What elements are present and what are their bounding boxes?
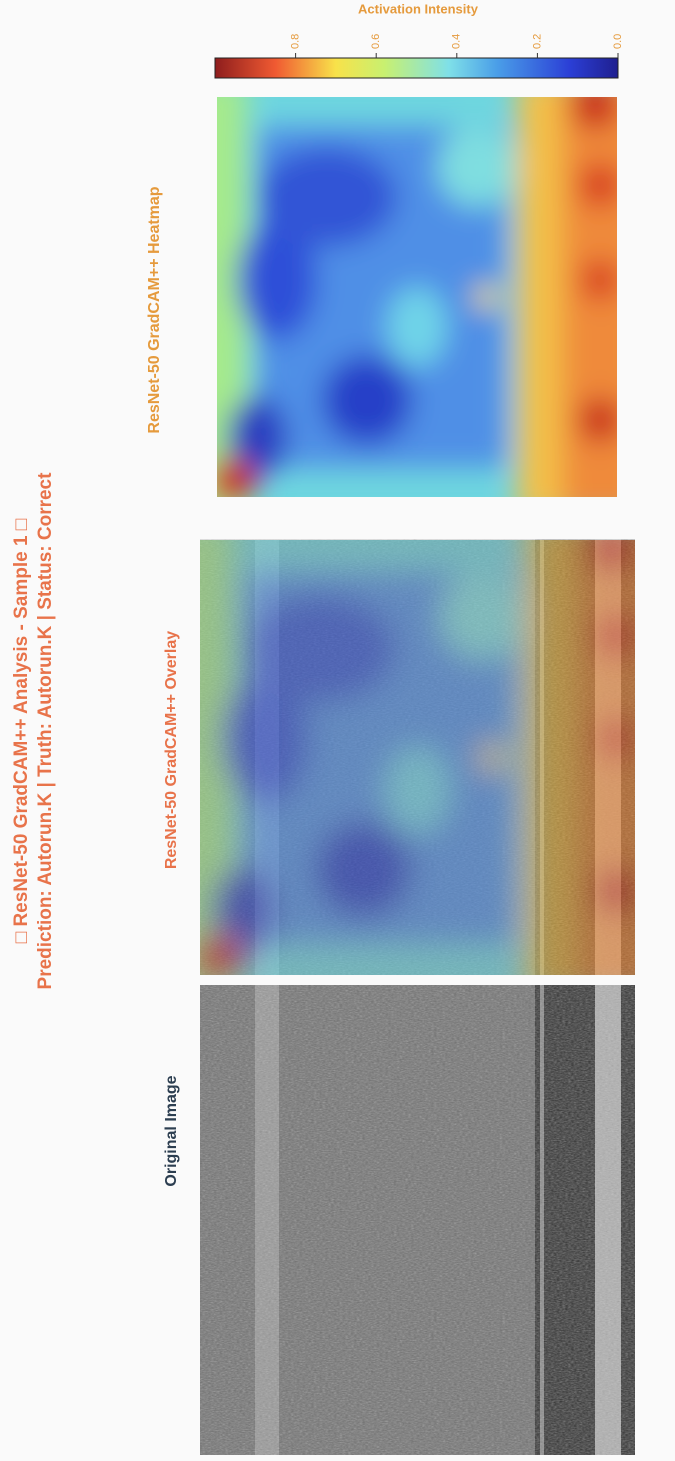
panel-title: ResNet-50 GradCAM++ Overlay: [163, 631, 180, 869]
colorbar-tick-label: 0.8: [290, 34, 302, 49]
colorbar-tick-label: 0.4: [451, 34, 463, 49]
colorbar-tick-label: 0.6: [370, 34, 382, 49]
figure-subtitle: Prediction: Autorun.K | Truth: Autorun.K…: [35, 472, 56, 990]
colorbar: Activation Intensity: [215, 1, 618, 78]
panel-title: Original Image: [163, 1075, 180, 1186]
page: {"header": {"title": "□ ResNet-50 GradCA…: [0, 0, 675, 1461]
colorbar-tick-label: 0.2: [531, 34, 543, 49]
figure-title: □ ResNet-50 GradCAM++ Analysis - Sample …: [11, 518, 32, 943]
figure-canvas: □ ResNet-50 GradCAM++ Analysis - Sample …: [0, 0, 675, 1461]
colorbar-bar: [215, 58, 618, 78]
colorbar-tick-label: 0.0: [612, 34, 624, 49]
original-image: [200, 985, 635, 1455]
figure: □ ResNet-50 GradCAM++ Analysis - Sample …: [0, 0, 675, 1461]
overlay-image: [167, 518, 667, 997]
heatmap-image: [187, 77, 647, 517]
panel-title: ResNet-50 GradCAM++ Heatmap: [146, 186, 163, 433]
colorbar-label: Activation Intensity: [358, 1, 479, 16]
